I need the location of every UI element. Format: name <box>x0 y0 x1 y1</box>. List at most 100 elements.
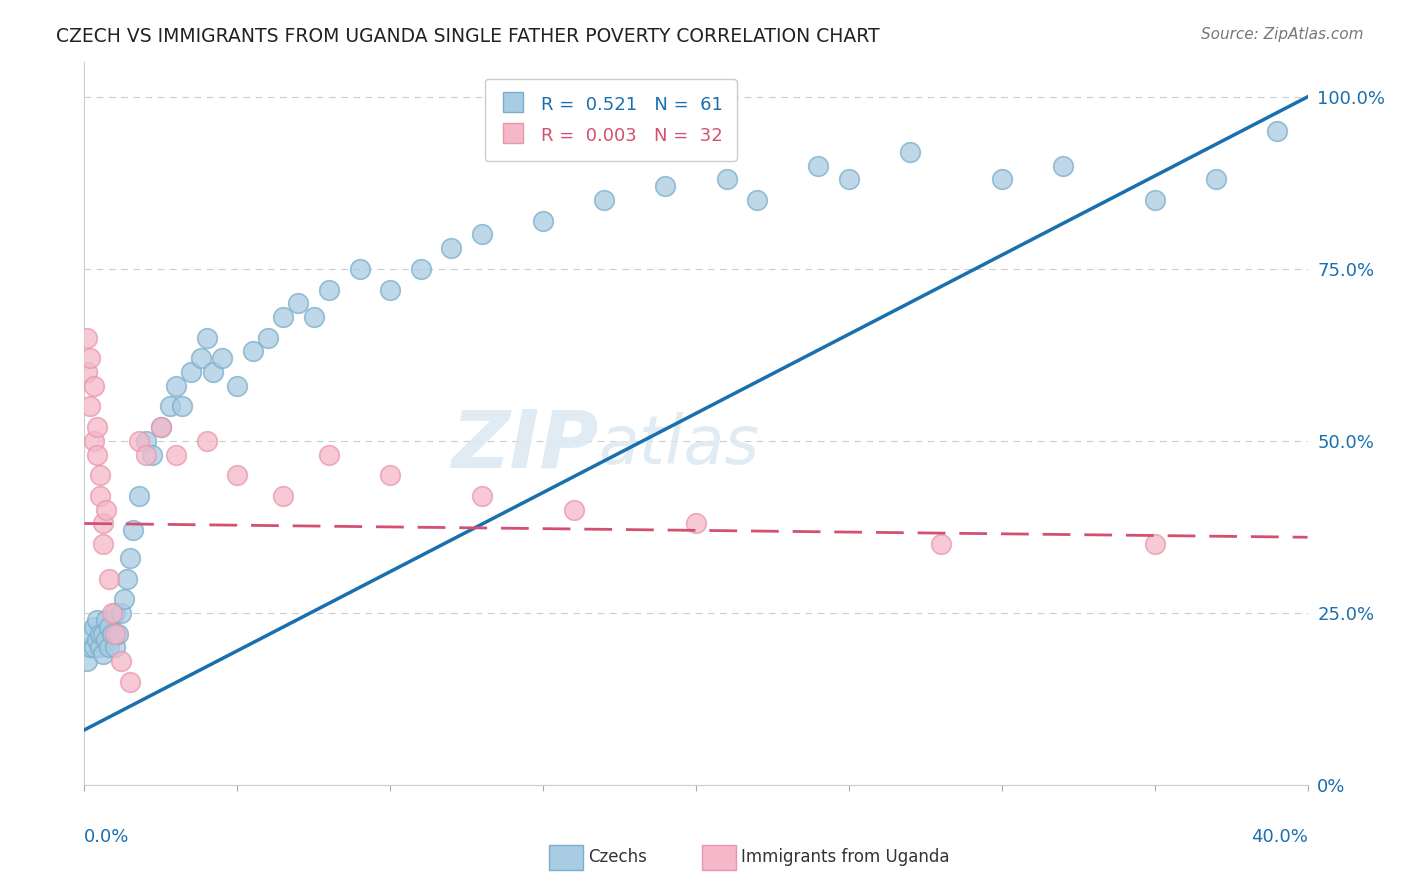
Point <box>91 626 114 640</box>
Point <box>929 537 952 551</box>
Point <box>83 620 105 634</box>
Point <box>79 400 101 414</box>
Point <box>172 400 194 414</box>
Point <box>271 489 294 503</box>
Point <box>190 351 212 366</box>
Point <box>107 626 129 640</box>
Point <box>226 468 249 483</box>
Point <box>471 489 494 503</box>
Point <box>226 379 249 393</box>
Point <box>86 613 108 627</box>
Point <box>104 640 127 655</box>
Point <box>593 193 616 207</box>
Point <box>654 179 676 194</box>
Point <box>898 145 921 159</box>
Point <box>104 626 127 640</box>
Point <box>409 261 432 276</box>
Point <box>159 400 181 414</box>
Point <box>531 213 554 227</box>
Point <box>128 489 150 503</box>
Point <box>128 434 150 448</box>
Point <box>991 172 1014 186</box>
Point <box>1143 193 1166 207</box>
Point <box>287 296 309 310</box>
Point <box>201 365 224 379</box>
Point <box>195 434 218 448</box>
Text: Immigrants from Uganda: Immigrants from Uganda <box>741 848 949 866</box>
Point <box>165 379 187 393</box>
Point <box>83 640 105 655</box>
Point <box>79 640 101 655</box>
Point <box>1143 537 1166 551</box>
Point <box>120 674 142 689</box>
Point <box>79 626 101 640</box>
Point <box>380 283 402 297</box>
Text: atlas: atlas <box>598 412 759 478</box>
Point <box>89 626 111 640</box>
Legend: R =  0.521   N =  61, R =  0.003   N =  32: R = 0.521 N = 61, R = 0.003 N = 32 <box>485 78 737 161</box>
Point <box>747 193 769 207</box>
Point <box>716 172 738 186</box>
Point <box>135 448 157 462</box>
Point <box>271 310 294 324</box>
Point <box>97 620 120 634</box>
Point <box>242 344 264 359</box>
Point <box>86 420 108 434</box>
Point <box>562 502 585 516</box>
Point <box>149 420 172 434</box>
Point <box>76 654 98 668</box>
Point <box>257 331 280 345</box>
Point <box>94 633 117 648</box>
Point <box>318 448 340 462</box>
Text: Source: ZipAtlas.com: Source: ZipAtlas.com <box>1201 27 1364 42</box>
Point <box>89 468 111 483</box>
Point <box>685 516 707 531</box>
Point <box>838 172 860 186</box>
Point <box>110 654 132 668</box>
Point <box>101 626 124 640</box>
Point <box>86 448 108 462</box>
Point <box>135 434 157 448</box>
Point <box>180 365 202 379</box>
Point <box>91 647 114 661</box>
Point <box>1205 172 1227 186</box>
Point <box>149 420 172 434</box>
Point <box>110 606 132 620</box>
Point <box>112 592 135 607</box>
Point <box>79 351 101 366</box>
Point <box>1052 159 1074 173</box>
Text: CZECH VS IMMIGRANTS FROM UGANDA SINGLE FATHER POVERTY CORRELATION CHART: CZECH VS IMMIGRANTS FROM UGANDA SINGLE F… <box>56 27 880 45</box>
Point <box>122 524 145 538</box>
Point <box>141 448 163 462</box>
FancyBboxPatch shape <box>702 845 737 871</box>
Point <box>83 379 105 393</box>
Point <box>94 613 117 627</box>
Point <box>76 365 98 379</box>
Point <box>89 489 111 503</box>
Point <box>165 448 187 462</box>
FancyBboxPatch shape <box>550 845 583 871</box>
Text: 40.0%: 40.0% <box>1251 829 1308 847</box>
Point <box>83 434 105 448</box>
Point <box>211 351 233 366</box>
Text: 0.0%: 0.0% <box>84 829 129 847</box>
Point <box>104 606 127 620</box>
Point <box>91 537 114 551</box>
Point <box>195 331 218 345</box>
Point <box>76 331 98 345</box>
Point <box>318 283 340 297</box>
Text: Czechs: Czechs <box>588 848 647 866</box>
Point <box>91 516 114 531</box>
Point <box>120 550 142 565</box>
Point <box>94 502 117 516</box>
Point <box>440 241 463 255</box>
Point <box>97 640 120 655</box>
Point <box>349 261 371 276</box>
Point <box>1265 124 1288 138</box>
Point <box>471 227 494 242</box>
Point <box>101 606 124 620</box>
Point <box>97 572 120 586</box>
Point <box>807 159 830 173</box>
Point <box>380 468 402 483</box>
Point <box>86 633 108 648</box>
